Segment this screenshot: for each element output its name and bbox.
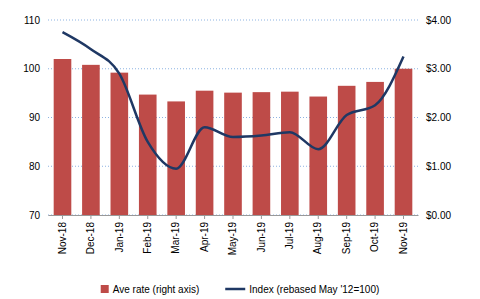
tick-label: $3.00	[426, 63, 451, 74]
tick-mark	[233, 215, 234, 219]
bar	[196, 91, 214, 215]
tick-mark	[261, 215, 262, 219]
legend-swatch	[101, 285, 109, 293]
bar	[54, 59, 72, 215]
y2-axis: $0.00 $1.00 $2.00 $3.00 $4.00	[418, 15, 451, 221]
tick-label: 110	[24, 15, 40, 26]
tick: $0.00	[418, 210, 451, 221]
tick: Aug-19	[312, 215, 323, 254]
chart: 70 80 90 100 110 $0.00 $1.00 $2.00 $3.00 $4.00 Nov…	[0, 0, 480, 299]
tick: Jul-19	[284, 215, 295, 249]
legend-label: Index (rebased May '12=100)	[249, 284, 379, 295]
tick-mark	[289, 215, 290, 219]
grid	[48, 20, 418, 215]
bar	[281, 92, 299, 215]
marks	[54, 32, 413, 215]
tick: $3.00	[418, 63, 451, 74]
tick-label: Oct-19	[369, 222, 380, 252]
tick: Nov-18	[57, 215, 68, 254]
tick-label: 90	[29, 112, 41, 123]
tick: Mar-19	[170, 215, 181, 254]
tick-mark	[147, 215, 148, 219]
tick: 100	[23, 63, 48, 74]
tick-label: Dec-18	[85, 222, 96, 255]
tick: Feb-19	[142, 215, 153, 254]
legend-item: Index (rebased May '12=100)	[225, 284, 379, 295]
bar	[82, 65, 100, 215]
tick: 70	[29, 210, 48, 221]
tick-label: Sep-19	[341, 222, 352, 255]
tick: Jun-19	[256, 215, 267, 253]
grid-line	[48, 20, 418, 21]
tick-mark	[90, 215, 91, 219]
tick-label: $4.00	[426, 15, 451, 26]
tick-mark	[176, 215, 177, 219]
bar	[338, 86, 356, 215]
tick-label: 100	[23, 63, 40, 74]
legend-label: Ave rate (right axis)	[113, 284, 200, 295]
line	[62, 32, 403, 169]
grid-line	[48, 68, 418, 69]
tick-mark	[318, 215, 319, 219]
tick: $4.00	[418, 15, 451, 26]
tick: $2.00	[418, 112, 451, 123]
bar	[366, 82, 384, 215]
bar	[139, 95, 157, 215]
tick: 90	[29, 112, 48, 123]
legend-swatch	[225, 288, 245, 291]
tick-label: Jan-19	[114, 222, 125, 253]
tick: 80	[29, 161, 48, 172]
tick-label: May-19	[227, 222, 238, 256]
tick-mark	[346, 215, 347, 219]
tick-label: Mar-19	[170, 222, 181, 254]
bar	[253, 92, 271, 215]
bar	[224, 93, 242, 215]
tick-label: $1.00	[426, 161, 451, 172]
tick-mark	[375, 215, 376, 219]
tick-label: 80	[29, 161, 41, 172]
tick-label: Apr-19	[199, 222, 210, 252]
axis-line	[418, 21, 419, 216]
tick-mark	[119, 215, 120, 219]
bar	[111, 73, 129, 215]
tick-label: $0.00	[426, 210, 451, 221]
y-axis: 70 80 90 100 110	[23, 15, 48, 221]
tick-label: Nov-18	[57, 222, 68, 255]
tick-label: Nov-19	[398, 222, 409, 255]
bar	[395, 69, 413, 215]
tick-label: Feb-19	[142, 222, 153, 254]
tick: Sep-19	[341, 215, 352, 254]
tick-label: 70	[29, 210, 41, 221]
tick: Apr-19	[199, 215, 210, 252]
tick-mark	[403, 215, 404, 219]
legend-item: Ave rate (right axis)	[101, 284, 200, 295]
tick: Jan-19	[114, 215, 125, 253]
tick-mark	[204, 215, 205, 219]
tick-mark	[62, 215, 63, 219]
bar	[167, 101, 185, 215]
legend: Ave rate (right axis) Index (rebased May …	[101, 284, 380, 295]
tick: Oct-19	[369, 215, 380, 252]
tick-label: Jul-19	[284, 222, 295, 250]
tick: 110	[24, 15, 48, 26]
tick-label: Aug-19	[312, 222, 323, 255]
plot: 70 80 90 100 110 $0.00 $1.00 $2.00 $3.00 $4.00 Nov…	[23, 15, 451, 256]
tick: Nov-19	[398, 215, 409, 254]
tick-label: Jun-19	[256, 222, 267, 253]
bar	[309, 97, 327, 215]
x-axis: Nov-18 Dec-18 Jan-19 Feb-19 Mar-19 Apr-19 May-…	[49, 215, 419, 255]
tick-label: $2.00	[426, 112, 451, 123]
tick: $1.00	[418, 161, 451, 172]
tick: May-19	[227, 215, 238, 255]
axis-line	[48, 21, 49, 216]
tick: Dec-18	[85, 215, 96, 254]
